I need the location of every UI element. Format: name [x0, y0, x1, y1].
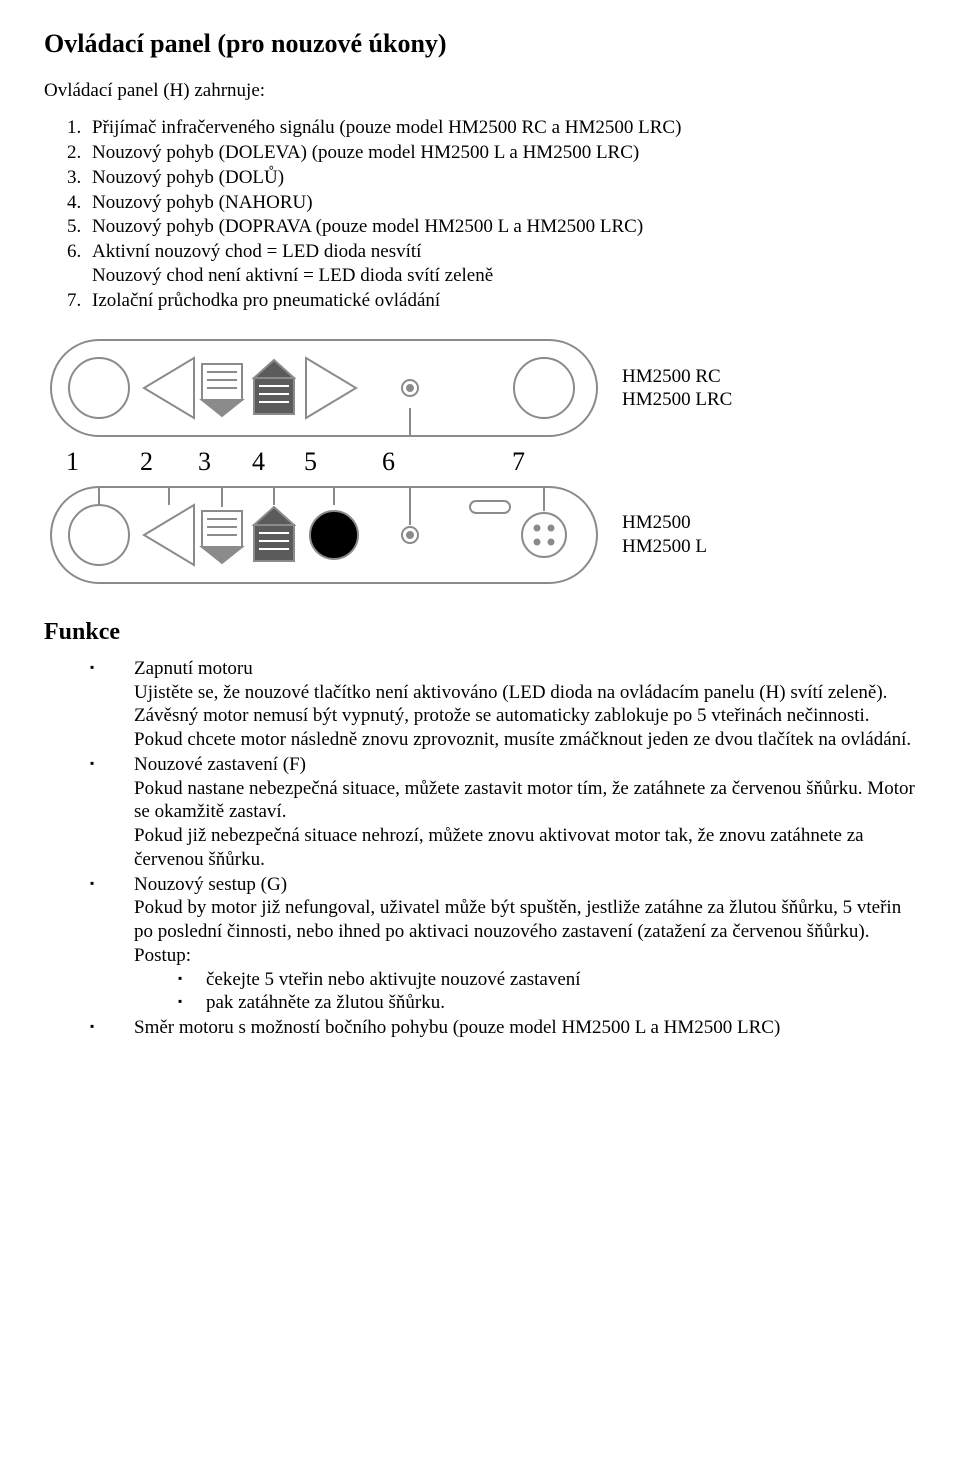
list-item: pak zatáhněte za žlutou šňůrku. [178, 991, 916, 1015]
line: Pokud nastane nebezpečná situace, můžete… [134, 777, 916, 825]
diagram-label: HM2500 RC [622, 365, 732, 389]
funkce-list: Zapnutí motoru Ujistěte se, že nouzové t… [44, 657, 916, 1040]
diagram-number: 7 [512, 446, 586, 479]
line: Pokud již nebezpečná situace nehrozí, mů… [134, 824, 916, 872]
diagram-label: HM2500 [622, 511, 707, 535]
diagram-number: 6 [382, 446, 512, 479]
line: Závěsný motor nemusí být vypnutý, protož… [134, 704, 916, 728]
diagram-number-row: 1 2 3 4 5 6 7 [44, 446, 916, 479]
control-panel-diagram: HM2500 RC HM2500 LRC 1 2 3 4 5 6 7 [44, 334, 916, 589]
list-item: Nouzové zastavení (F) Pokud nastane nebe… [90, 753, 916, 872]
list-item: Nouzový sestup (G) Pokud by motor již ne… [90, 873, 916, 1016]
diagram-number: 1 [66, 446, 140, 479]
sub-list: čekejte 5 vteřin nebo aktivujte nouzové … [134, 968, 916, 1016]
panel-bottom-svg [44, 481, 604, 589]
list-item: Přijímač infračerveného signálu (pouze m… [86, 116, 916, 140]
list-item: Směr motoru s možností bočního pohybu (p… [90, 1016, 916, 1040]
list-item: Nouzový pohyb (DOLEVA) (pouze model HM25… [86, 141, 916, 165]
line: Nouzový sestup (G) [134, 873, 916, 897]
list-item: Aktivní nouzový chod = LED dioda nesvítí… [86, 240, 916, 288]
list-item: Nouzový pohyb (DOLŮ) [86, 166, 916, 190]
list-item: Nouzový pohyb (DOPRAVA (pouze model HM25… [86, 215, 916, 239]
line: Směr motoru s možností bočního pohybu (p… [134, 1016, 916, 1040]
diagram-number: 3 [198, 446, 252, 479]
page-title: Ovládací panel (pro nouzové úkony) [44, 28, 916, 61]
line: Pokud chcete motor následně znovu zprovo… [134, 728, 916, 752]
line: Ujistěte se, že nouzové tlačítko není ak… [134, 681, 916, 705]
diagram-label: HM2500 L [622, 535, 707, 559]
diagram-number: 2 [140, 446, 198, 479]
diagram-number: 4 [252, 446, 304, 479]
diagram-number: 5 [304, 446, 382, 479]
list-item: čekejte 5 vteřin nebo aktivujte nouzové … [178, 968, 916, 992]
line: Zapnutí motoru [134, 657, 916, 681]
line: Pokud by motor již nefungoval, uživatel … [134, 896, 916, 944]
intro-text: Ovládací panel (H) zahrnuje: [44, 79, 916, 103]
list-item: Zapnutí motoru Ujistěte se, že nouzové t… [90, 657, 916, 752]
list-item: Izolační průchodka pro pneumatické ovlád… [86, 289, 916, 313]
list-item-line: Nouzový chod není aktivní = LED dioda sv… [92, 264, 916, 288]
panel-top-svg [44, 334, 604, 442]
numbered-list: Přijímač infračerveného signálu (pouze m… [44, 116, 916, 312]
line: Nouzové zastavení (F) [134, 753, 916, 777]
list-item-line: Aktivní nouzový chod = LED dioda nesvítí [92, 240, 916, 264]
list-item: Nouzový pohyb (NAHORU) [86, 191, 916, 215]
line: Postup: [134, 944, 916, 968]
diagram-label: HM2500 LRC [622, 388, 732, 412]
section-title-funkce: Funkce [44, 617, 916, 647]
